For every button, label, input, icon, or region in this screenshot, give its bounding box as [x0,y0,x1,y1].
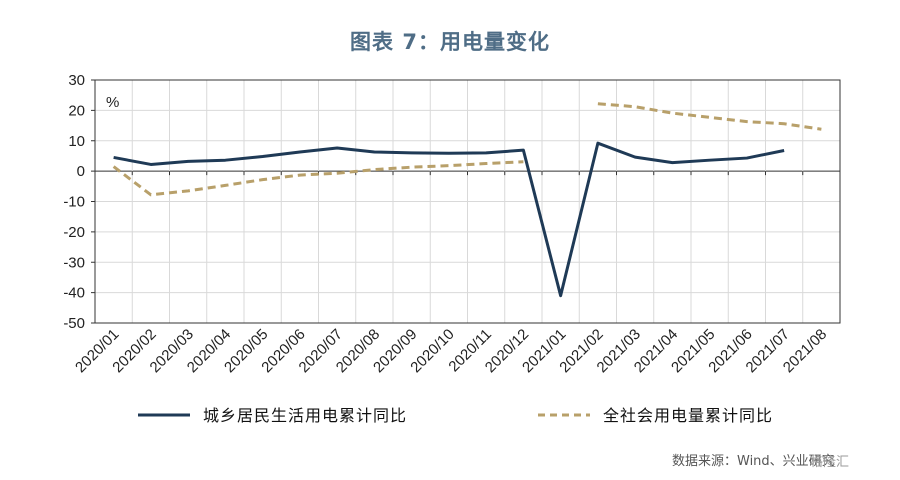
series-line-1 [113,141,785,298]
y-tick-label: -20 [63,224,85,241]
y-tick-label: 0 [77,163,85,180]
y-tick-labels: 30 20 10 0 -10 -20 -30 -40 -50 [63,72,85,332]
legend-label-series2: 全社会用电量累计同比 [603,406,773,425]
source-note: 数据来源：Wind、兴业研究 [672,454,835,469]
y-tick-label: -40 [63,285,85,302]
legend-label-series1: 城乡居民生活用电累计同比 [203,406,407,425]
legend: 城乡居民生活用电累计同比 全社会用电量累计同比 [138,406,773,425]
series-lines [112,102,822,298]
grid [94,79,841,324]
watermark: 格隆汇 [810,454,849,470]
unit-label: % [106,94,119,111]
y-tick-label: 20 [68,102,85,119]
series-line-2 [112,160,524,197]
y-tick-label: -50 [63,315,85,332]
series-line-2 [597,102,822,131]
chart-title: 图表 7：用电量变化 [350,30,550,54]
y-tick-label: -10 [63,194,85,211]
y-tick-label: 30 [68,72,85,89]
y-tick-label: -30 [63,254,85,271]
y-tick-label: 10 [68,133,85,150]
x-tick-labels: 2020/012020/022020/032020/042020/052020/… [72,326,830,376]
